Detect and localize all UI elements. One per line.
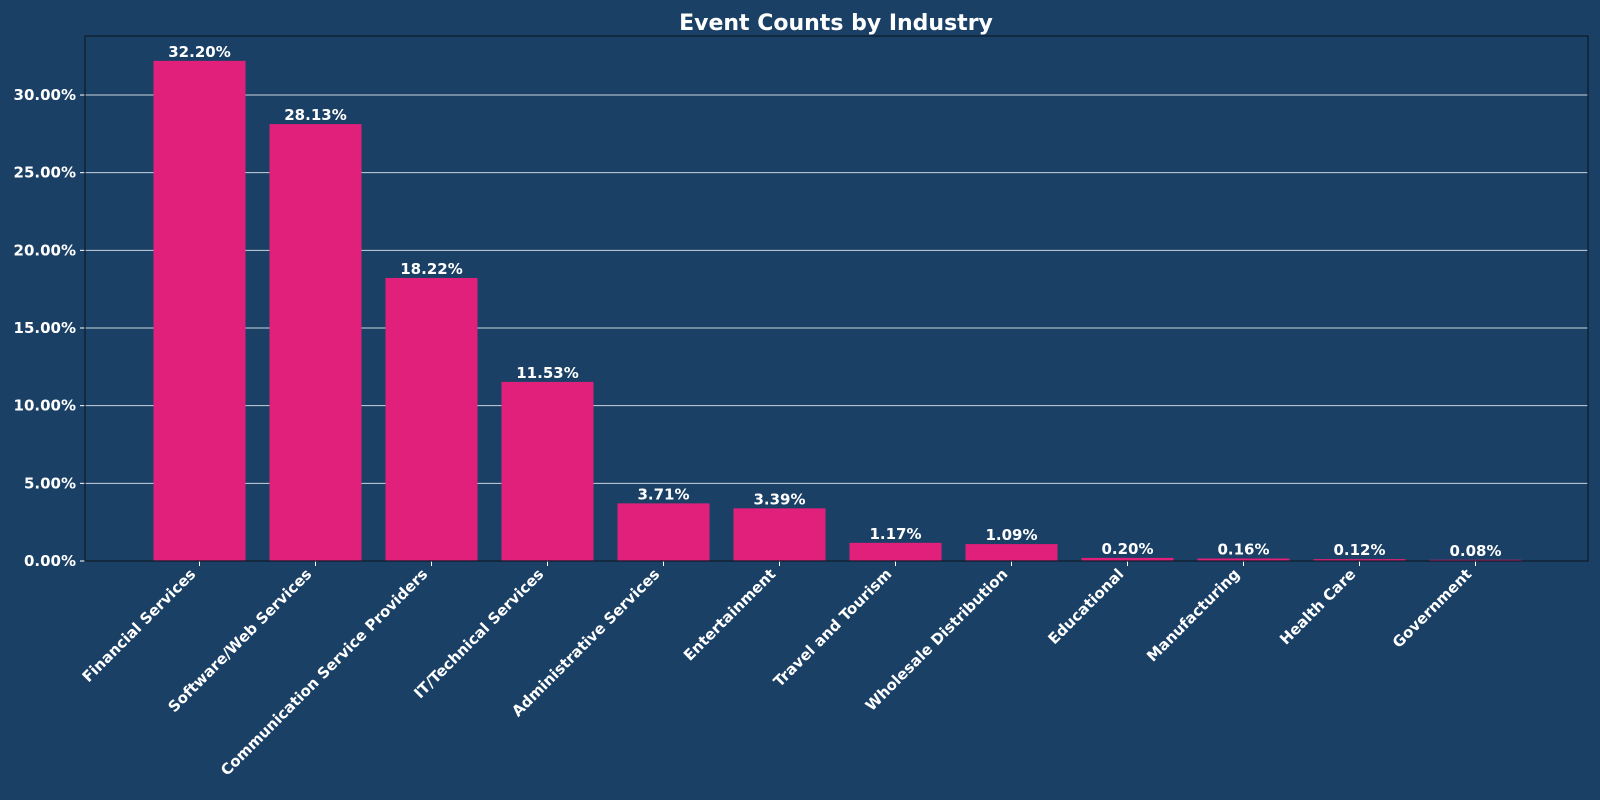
x-tick-label: Travel and Tourism	[770, 565, 896, 691]
bar-value-label: 1.09%	[985, 526, 1037, 544]
bar-value-label: 3.39%	[753, 490, 805, 508]
bar-value-label: 0.08%	[1449, 542, 1501, 560]
bar-value-labels: 32.20% 28.13% 18.22% 11.53% 3.71% 3.39% 1.17% 1…	[168, 43, 1501, 560]
y-tick-label: 30.00%	[14, 86, 76, 104]
x-tick-label: IT/Technical Services	[410, 565, 547, 702]
plot-frame	[84, 35, 1589, 562]
bar	[1429, 559, 1522, 561]
bar	[1313, 559, 1406, 561]
y-tick-label: 15.00%	[14, 319, 76, 337]
x-tick-label: Health Care	[1276, 565, 1359, 648]
bar	[617, 503, 710, 561]
y-tick-label: 10.00%	[14, 397, 76, 415]
bar	[269, 124, 362, 562]
bar-value-label: 0.12%	[1333, 541, 1385, 559]
x-tick-label: Government	[1389, 565, 1475, 651]
x-tick-label: Entertainment	[680, 565, 779, 664]
bar	[385, 277, 478, 561]
bar-value-label: 0.20%	[1101, 540, 1153, 558]
bar-value-label: 0.16%	[1217, 541, 1269, 559]
bar-value-label: 1.17%	[869, 525, 921, 543]
x-tick-label: Communication Service Providers	[217, 565, 431, 779]
y-tick-label: 20.00%	[14, 241, 76, 259]
bar	[849, 542, 942, 561]
bar-value-label: 3.71%	[637, 485, 689, 503]
bar	[501, 381, 594, 561]
x-tick-label: Manufacturing	[1143, 565, 1243, 665]
x-tick-label: Educational	[1044, 565, 1127, 648]
y-tick-label: 0.00%	[24, 552, 76, 570]
bar-value-label: 18.22%	[400, 260, 462, 278]
bar	[733, 508, 826, 561]
bar	[153, 60, 246, 561]
chart-title: Event Counts by Industry	[679, 11, 993, 36]
bar	[1197, 558, 1290, 561]
bar-value-label: 32.20%	[168, 43, 230, 61]
bar	[1081, 557, 1174, 561]
x-tick-label: Financial Services	[79, 565, 200, 686]
bar-value-label: 28.13%	[284, 106, 346, 124]
axes: 0.00% 5.00% 10.00% 15.00% 20.00% 25.00% 30.00%…	[14, 35, 1589, 779]
y-tick-label: 5.00%	[24, 474, 76, 492]
y-tick-label: 25.00%	[14, 164, 76, 182]
bars	[153, 60, 1522, 562]
bar	[965, 544, 1058, 561]
bar-value-label: 11.53%	[516, 364, 578, 382]
